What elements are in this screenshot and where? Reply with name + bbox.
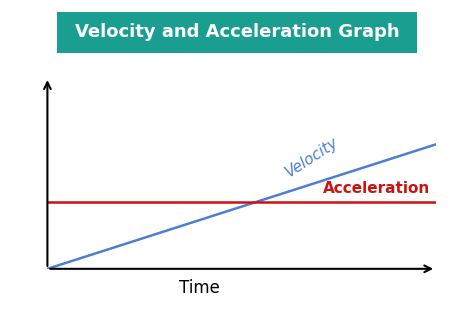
Text: Time: Time [179,279,219,297]
Text: Velocity and Acceleration Graph: Velocity and Acceleration Graph [75,23,399,41]
Text: Velocity: Velocity [283,135,341,180]
Text: Acceleration: Acceleration [323,181,430,196]
